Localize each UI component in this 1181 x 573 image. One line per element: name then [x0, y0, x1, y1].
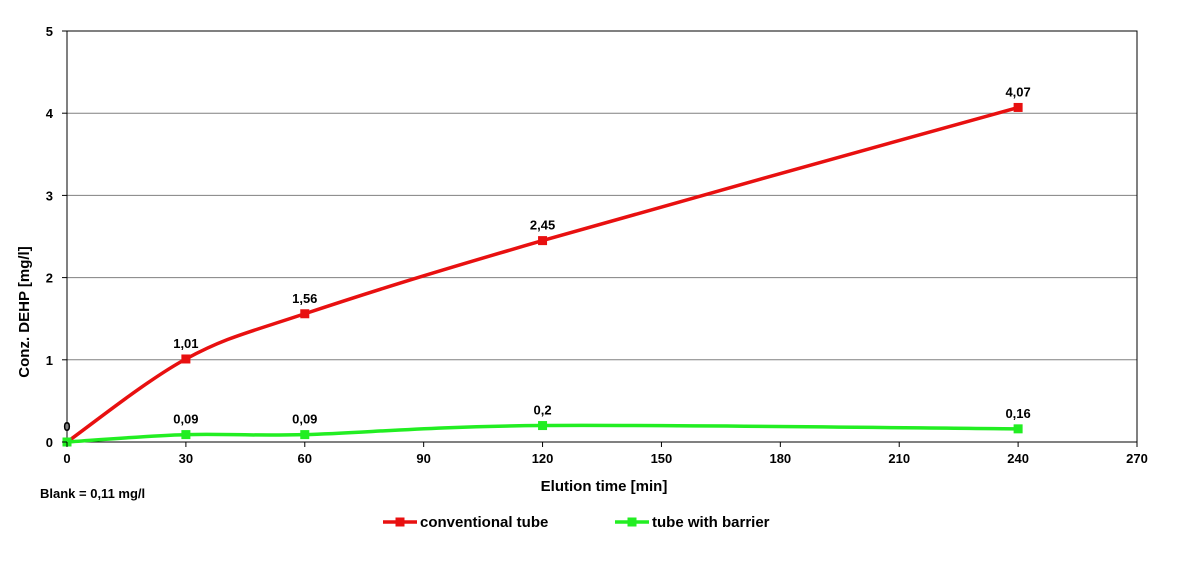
- x-tick-label: 30: [179, 451, 193, 466]
- y-axis-title: Conz. DEHP [mg/l]: [16, 246, 33, 377]
- legend-swatch-marker: [395, 517, 405, 527]
- data-label: 4,07: [1005, 84, 1030, 99]
- gridlines: [67, 112, 1137, 361]
- data-point: [1013, 424, 1023, 434]
- data-point: [181, 354, 191, 364]
- data-label: 1,01: [173, 336, 198, 351]
- data-point: [300, 430, 310, 440]
- x-tick-label: 60: [298, 451, 312, 466]
- x-tick-label: 210: [888, 451, 910, 466]
- data-label: 2,45: [530, 218, 555, 233]
- data-label: 0,09: [173, 412, 198, 427]
- plot-area: [66, 30, 1138, 443]
- y-tick-label: 4: [46, 106, 54, 121]
- data-point: [538, 421, 548, 431]
- data-point: [1013, 102, 1023, 112]
- legend-label: conventional tube: [420, 514, 548, 531]
- y-tick-label: 5: [46, 24, 53, 39]
- x-tick-label: 240: [1007, 451, 1029, 466]
- data-label: 0: [63, 419, 70, 434]
- data-label: 0,16: [1005, 406, 1030, 421]
- data-point: [300, 309, 310, 319]
- blank-note: Blank = 0,11 mg/l: [40, 486, 145, 501]
- axis-ticks: 0 1 2 3 4 5 0 30 60 90 120 150 180 210 240 270: [46, 24, 1148, 466]
- y-tick-label: 2: [46, 271, 53, 286]
- data-labels: 1,01 1,56 2,45 4,07 0 0,09 0,09 0,2 0,16: [63, 84, 1030, 434]
- legend: conventional tube tube with barrier: [383, 514, 770, 531]
- series-line-0: [65, 105, 1020, 444]
- x-tick-label: 90: [416, 451, 430, 466]
- data-label: 1,56: [292, 291, 317, 306]
- series-lines: [62, 102, 1023, 447]
- data-label: 0,2: [534, 403, 552, 418]
- y-tick-label: 1: [46, 353, 53, 368]
- data-label: 0,09: [292, 412, 317, 427]
- x-tick-label: 0: [63, 451, 70, 466]
- y-tick-label: 3: [46, 188, 53, 203]
- x-tick-label: 120: [532, 451, 554, 466]
- x-axis-title: Elution time [min]: [541, 478, 668, 495]
- x-tick-label: 180: [769, 451, 791, 466]
- x-tick-label: 150: [651, 451, 673, 466]
- legend-swatch-marker: [627, 517, 637, 527]
- legend-label: tube with barrier: [652, 514, 770, 531]
- y-tick-label: 0: [46, 435, 53, 450]
- series-line-1: [65, 423, 1020, 444]
- data-point: [181, 430, 191, 440]
- x-tick-label: 270: [1126, 451, 1148, 466]
- data-point: [538, 236, 548, 246]
